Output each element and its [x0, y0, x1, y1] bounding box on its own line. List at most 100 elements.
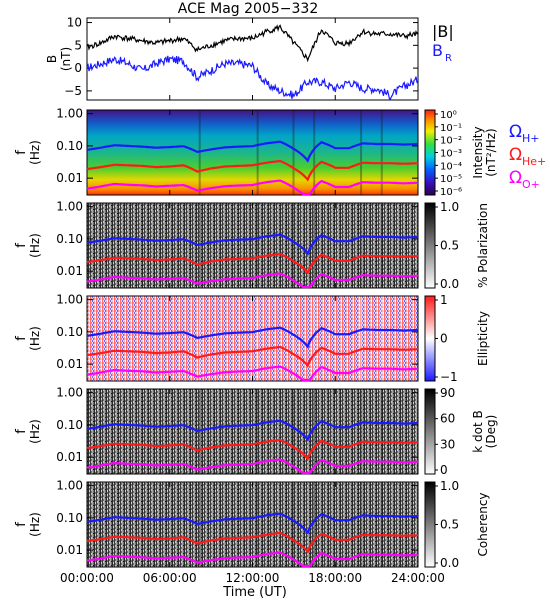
k-dot-b-gyro-line-o [86, 458, 419, 475]
polarization-streak [313, 203, 316, 288]
polarization-gyro-line-he [86, 252, 419, 275]
legend-gyro-1: Ω [509, 145, 522, 165]
polarization-y-tick-label: 1.00 [56, 200, 83, 214]
coherency-streak [313, 482, 316, 567]
k-dot-b-y-label-unit: (Hz) [28, 419, 42, 444]
intensity-colorbar-tick-label: 10⁻¹ [440, 123, 462, 134]
field-y-tick-label: −5 [64, 84, 82, 98]
intensity-colorbar-tick-label: 10⁻⁵ [440, 174, 462, 185]
polarization-y-label: f [14, 243, 29, 248]
k-dot-b-streak [292, 389, 295, 474]
coherency-spectrogram [87, 482, 418, 567]
k-dot-b-gyro-line-h [86, 419, 418, 442]
coherency-y-tick-label: 0.01 [56, 543, 83, 557]
polarization-streak [292, 203, 295, 288]
figure-title: ACE Mag 2005−332 [178, 1, 318, 17]
ellipticity-y-label: f [14, 336, 29, 341]
intensity-streak [360, 110, 363, 195]
coherency-colorbar-label: Coherency [476, 492, 490, 556]
k-dot-b-streak [360, 389, 363, 474]
intensity-colorbar-tick-label: 10⁻⁴ [440, 161, 462, 172]
polarization-y-tick-label: 0.01 [56, 264, 83, 278]
coherency-streak [380, 482, 383, 567]
field-y-tick-label: 5 [74, 38, 82, 52]
polarization-gyro-line-o [86, 272, 419, 289]
legend-b-r-subscript: R [445, 53, 452, 64]
intensity-streak [292, 110, 295, 195]
k-dot-b-y-tick-label: 0.01 [56, 450, 83, 464]
k-dot-b-streak [256, 389, 259, 474]
field-y-tick-label: 10 [67, 16, 82, 30]
k-dot-b-colorbar-tick-label: 60 [440, 412, 455, 426]
intensity-gyro-line-h [86, 140, 418, 163]
polarization-colorbar-tick-label: 0.5 [440, 239, 459, 253]
coherency-streak [292, 482, 295, 567]
intensity-colorbar-tick-label: 10⁻² [440, 136, 462, 147]
k-dot-b-colorbar [424, 388, 436, 475]
legend-gyro-0: Ω [509, 122, 522, 142]
field-y-label-unit: (nT) [59, 47, 73, 71]
polarization-gyro-line-h [86, 233, 418, 256]
x-tick-label: 24:00:00 [391, 571, 445, 585]
coherency-y-tick-label: 0.10 [56, 511, 83, 525]
k-dot-b-streak [380, 389, 383, 474]
intensity-spectrogram-shade [87, 110, 418, 195]
ellipticity-y-tick-label: 0.10 [56, 325, 83, 339]
polarization-y-tick-label: 0.10 [56, 232, 83, 246]
legend-b-r: B [432, 41, 443, 60]
intensity-colorbar-tick-label: 10⁰ [440, 110, 457, 121]
polarization-streak [360, 203, 363, 288]
k-dot-b-streak [313, 389, 316, 474]
legend-gyro-1-subscript: He+ [522, 155, 546, 168]
intensity-gyro-line-o [86, 179, 419, 196]
k-dot-b-colorbar-tick-label: 0 [440, 463, 448, 477]
coherency-gyro-line-he [86, 531, 419, 554]
k-dot-b-colorbar-label: k dot B [471, 410, 485, 452]
ellipticity-streak [313, 296, 316, 381]
polarization-colorbar-label: % Polarization [476, 203, 490, 288]
intensity-streak [256, 110, 259, 195]
ellipticity-gyro-line-h [86, 326, 418, 349]
intensity-colorbar-label: Intensity [471, 126, 485, 178]
legend-gyro-0-subscript: H+ [522, 132, 540, 145]
legend-b-total: |B| [432, 22, 454, 41]
intensity-streak [313, 110, 316, 195]
intensity-y-tick-label: 1.00 [56, 107, 83, 121]
ellipticity-y-label-unit: (Hz) [28, 326, 42, 351]
ellipticity-colorbar-tick-label: 1 [440, 293, 448, 307]
intensity-colorbar-label-unit: (nT²/Hz) [484, 128, 498, 176]
k-dot-b-colorbar-tick-label: 90 [440, 386, 455, 400]
ellipticity-colorbar-tick-label: 0 [440, 332, 448, 346]
ellipticity-gyro-line-o [86, 365, 419, 382]
ellipticity-colorbar-label: Ellipticity [476, 311, 490, 366]
intensity-streak [380, 110, 383, 195]
series-b-r-line [86, 55, 419, 100]
series-b-total-line [86, 24, 419, 63]
k-dot-b-y-tick-label: 0.10 [56, 418, 83, 432]
x-tick-label: 06:00:00 [143, 571, 197, 585]
k-dot-b-spectrogram [87, 389, 418, 474]
x-axis-label: Time (UT) [222, 585, 287, 600]
ellipticity-colorbar-tick-label: −1 [440, 370, 458, 384]
ellipticity-gyro-line-he [86, 345, 419, 368]
ellipticity-streak [256, 296, 259, 381]
coherency-streak [360, 482, 363, 567]
coherency-colorbar-tick-label: 0.5 [440, 518, 459, 532]
field-panel-frame [86, 17, 419, 101]
polarization-streak [380, 203, 383, 288]
polarization-streak [256, 203, 259, 288]
ellipticity-spectrogram [87, 296, 418, 381]
intensity-y-tick-label: 0.01 [56, 171, 83, 185]
coherency-colorbar-tick-label: 0.0 [440, 556, 459, 570]
legend-gyro-2-subscript: O+ [522, 178, 540, 191]
coherency-colorbar [424, 481, 436, 568]
polarization-colorbar [424, 202, 436, 289]
ellipticity-streak [380, 296, 383, 381]
polarization-y-label-unit: (Hz) [28, 233, 42, 258]
x-tick-label: 12:00:00 [226, 571, 280, 585]
coherency-gyro-line-h [86, 512, 418, 535]
coherency-y-tick-label: 1.00 [56, 479, 83, 493]
ellipticity-y-tick-label: 0.01 [56, 357, 83, 371]
